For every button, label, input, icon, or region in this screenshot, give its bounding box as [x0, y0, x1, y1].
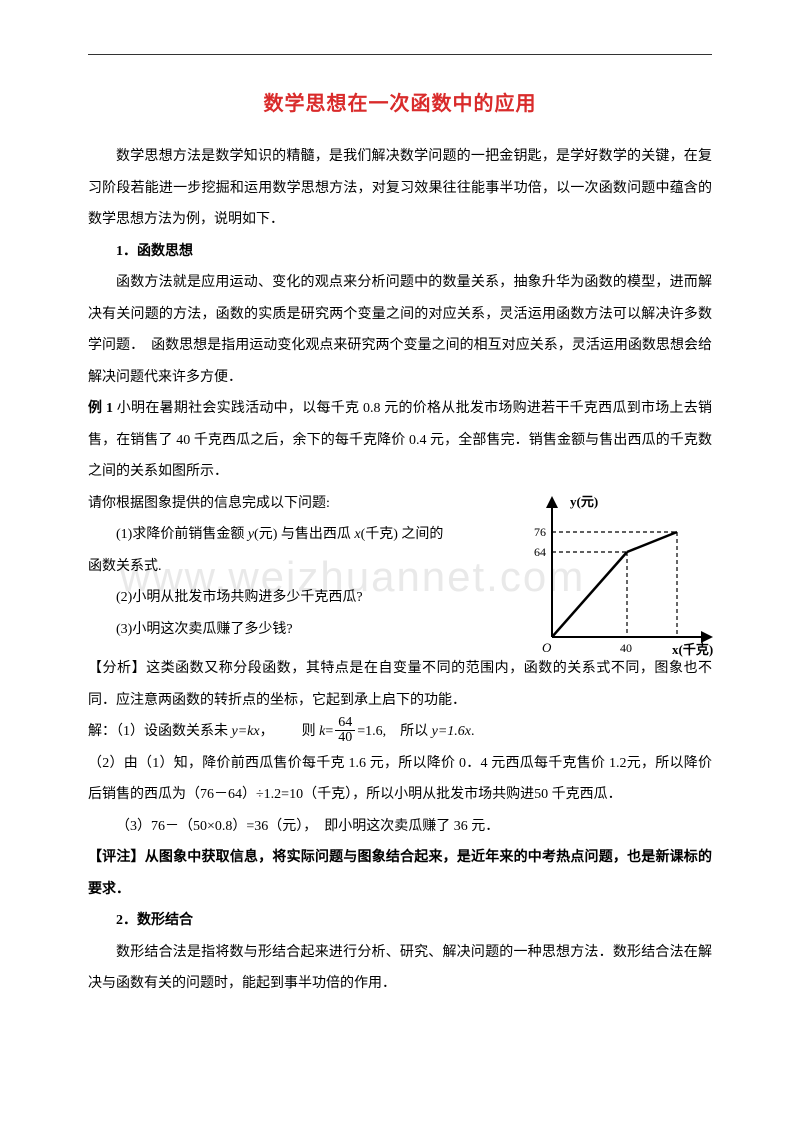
solution-2: （2）由（1）知，降价前西瓜售价每千克 1.6 元，所以降价 0．4 元西瓜每千…	[88, 748, 712, 811]
analysis: 【分析】这类函数又称分段函数，其特点是在自变量不同的范围内，函数的关系式不同，图…	[88, 653, 712, 716]
questions-with-figure: y(元) 76 64 40 O x(千克) 请你根据图象提供的信息完成以下问题:…	[88, 488, 712, 646]
prompt: 请你根据图象提供的信息完成以下问题:	[88, 488, 502, 520]
section-1-heading: 1．函数思想	[88, 236, 712, 268]
question-1: (1)求降价前销售金额 y(元) 与售出西瓜 x(千克) 之间的	[88, 519, 502, 551]
frac-num: 64	[335, 716, 355, 732]
page: www.weizhuannet.com 数学思想在一次函数中的应用 数学思想方法…	[0, 0, 800, 1060]
fraction: 6440	[333, 716, 357, 746]
x-tick-40: 40	[620, 641, 632, 655]
example-1: 例 1 小明在暑期社会实践活动中，以每千克 0.8 元的价格从批发市场购进若干千…	[88, 393, 712, 488]
sol1-a: 解：（1）设函数关系未	[88, 724, 232, 739]
y-axis-label: y(元)	[570, 494, 598, 509]
eq-y16x: y=1.6x	[432, 724, 471, 739]
solution-1: 解：（1）设函数关系未 y=kx， 则 k=6440=1.6, 所以 y=1.6…	[88, 716, 712, 748]
q1-tail: 函数关系式.	[88, 551, 502, 583]
intro-paragraph: 数学思想方法是数学知识的精髓，是我们解决数学问题的一把金钥匙，是学好数学的关键，…	[88, 141, 712, 236]
section-1-body: 函数方法就是应用运动、变化的观点来分析问题中的数量关系，抽象升华为函数的模型，进…	[88, 267, 712, 393]
remark: 【评注】从图象中获取信息，将实际问题与图象结合起来，是近年来的中考热点问题，也是…	[88, 842, 712, 905]
sol1-b: ，	[260, 724, 274, 739]
content-body: 数学思想在一次函数中的应用 数学思想方法是数学知识的精髓，是我们解决数学问题的一…	[88, 82, 712, 1000]
chart-figure: y(元) 76 64 40 O x(千克)	[512, 492, 722, 662]
q1-part-b: (元) 与售出西瓜	[254, 527, 354, 542]
y-tick-64: 64	[534, 545, 546, 559]
var-k: k	[319, 724, 325, 739]
question-2: (2)小明从批发市场共购进多少千克西瓜?	[88, 582, 502, 614]
example-1-body: 小明在暑期社会实践活动中，以每千克 0.8 元的价格从批发市场购进若干千克西瓜到…	[88, 401, 712, 479]
sol1-d: =1.6,	[357, 724, 386, 739]
doc-title: 数学思想在一次函数中的应用	[88, 82, 712, 127]
question-3: (3)小明这次卖瓜赚了多少钱?	[88, 614, 502, 646]
section-2-heading: 2．数形结合	[88, 905, 712, 937]
x-axis-label: x(千克)	[672, 642, 713, 657]
section-2-body: 数形结合法是指将数与形结合起来进行分析、研究、解决问题的一种思想方法．数形结合法…	[88, 937, 712, 1000]
origin-label: O	[542, 640, 552, 655]
example-1-label: 例 1	[88, 401, 113, 416]
y-tick-76: 76	[534, 525, 546, 539]
sol1-c: 则	[302, 724, 320, 739]
solution-3: （3）76－（50×0.8）=36（元）， 即小明这次卖瓜赚了 36 元．	[88, 811, 712, 843]
sol1-e: 所以	[400, 724, 432, 739]
q1-part-c: (千克) 之间的	[361, 527, 444, 542]
eq-ykx: y=kx	[232, 724, 260, 739]
frac-den: 40	[335, 731, 355, 746]
q1-part-a: (1)求降价前销售金额	[116, 527, 248, 542]
top-rule	[88, 54, 712, 55]
